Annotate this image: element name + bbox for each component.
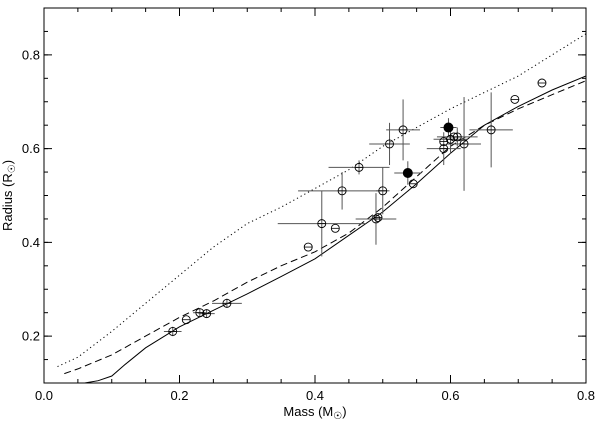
data-point-open	[486, 125, 496, 135]
model-curves	[57, 33, 586, 383]
axis-ticks: 0.0 0.2 0.4 0.6 0.8 0.2 0.4 0.6 0.8	[22, 8, 595, 403]
data-point-open	[181, 315, 191, 325]
y-axis-label-text: Radius (R	[0, 173, 15, 231]
x-tick-label: 0.4	[306, 388, 324, 403]
y-tick-label: 0.4	[22, 235, 40, 250]
data-point-open	[222, 298, 232, 308]
data-point-open	[378, 186, 388, 196]
data-point-open	[398, 125, 408, 135]
plot-frame	[43, 7, 587, 384]
data-point-open	[537, 78, 547, 88]
data-point-filled	[443, 122, 454, 133]
x-tick-label: 0.0	[35, 388, 53, 403]
x-axis-label: Mass (M☉)	[283, 404, 346, 422]
data-point-open	[317, 219, 327, 229]
data-point-open	[371, 214, 381, 224]
data-point-open	[202, 309, 212, 319]
data-point-open	[373, 213, 383, 222]
y-tick-label: 0.6	[22, 141, 40, 156]
y-tick-label: 0.8	[22, 47, 40, 62]
x-axis-label-close: )	[342, 404, 346, 419]
model-curve-dashed	[64, 80, 586, 375]
y-axis-label: Radius (R☉)	[0, 160, 18, 231]
x-axis-label-text: Mass (M	[283, 404, 333, 419]
data-point-open	[408, 179, 418, 189]
sun-symbol: ☉	[7, 164, 18, 173]
x-tick-label: 0.8	[577, 388, 595, 403]
data-point-open	[439, 144, 449, 154]
x-tick-label: 0.6	[441, 388, 459, 403]
data-point-open	[459, 139, 469, 149]
data-point-open	[510, 94, 520, 104]
y-tick-label: 0.2	[22, 329, 40, 344]
model-curve-solid	[84, 75, 586, 383]
data-point-open	[385, 139, 394, 149]
data-point-open	[337, 186, 347, 196]
y-axis-label-close: )	[0, 160, 15, 164]
data-point-open	[452, 132, 462, 142]
data-points	[168, 78, 547, 336]
data-point-open	[330, 223, 340, 233]
data-point-open	[168, 326, 178, 336]
sun-symbol: ☉	[333, 411, 342, 422]
data-point-filled	[402, 168, 413, 178]
data-point-open	[303, 242, 313, 252]
data-point-open	[354, 162, 364, 172]
data-point-open	[439, 137, 449, 147]
x-tick-label: 0.2	[170, 388, 188, 403]
